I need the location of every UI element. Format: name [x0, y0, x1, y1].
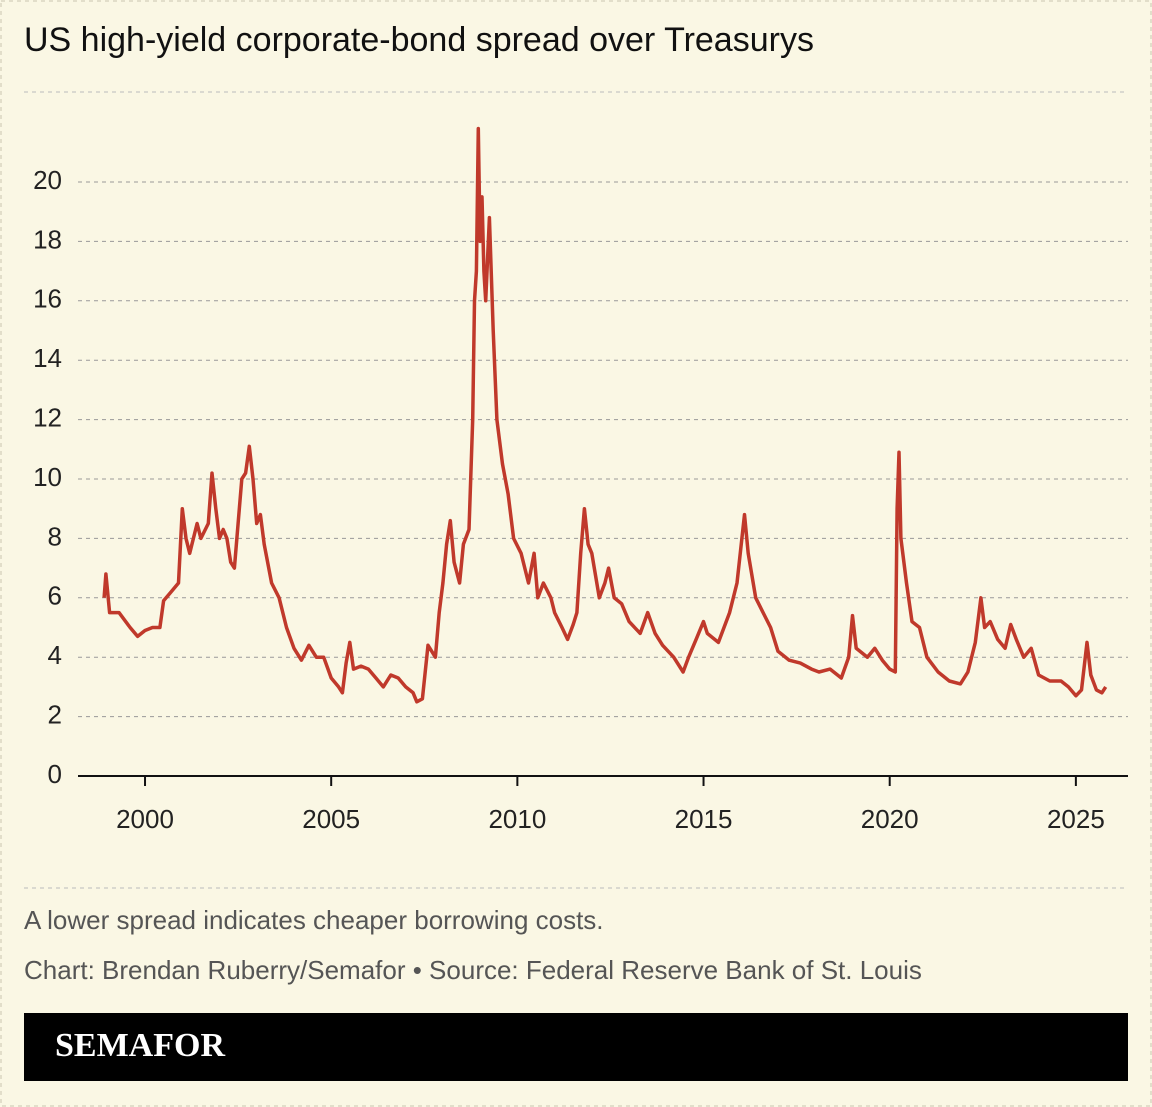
y-tick-label: 12	[33, 402, 62, 432]
x-tick-label: 2015	[675, 804, 733, 834]
x-tick-label: 2000	[116, 804, 174, 834]
y-tick-label: 10	[33, 462, 62, 492]
y-tick-label: 2	[48, 699, 62, 729]
y-tick-label: 4	[48, 640, 62, 670]
x-tick-label: 2025	[1047, 804, 1105, 834]
y-tick-label: 8	[48, 521, 62, 551]
y-tick-label: 20	[33, 165, 62, 195]
source: Chart: Brendan Ruberry/Semafor • Source:…	[24, 955, 922, 985]
brand: SEMAFOR	[55, 1027, 225, 1064]
y-tick-label: 18	[33, 224, 62, 254]
x-tick-label: 2005	[302, 804, 360, 834]
series-line	[102, 126, 1108, 704]
note: A lower spread indicates cheaper borrowi…	[24, 905, 604, 935]
y-tick-label: 0	[48, 759, 62, 789]
y-tick-label: 6	[48, 581, 62, 611]
chart-title: US high-yield corporate-bond spread over…	[24, 21, 814, 59]
x-tick-label: 2020	[861, 804, 919, 834]
brand-bar	[24, 1013, 1128, 1081]
y-tick-label: 16	[33, 284, 62, 314]
y-tick-label: 14	[33, 343, 62, 373]
x-tick-label: 2010	[488, 804, 546, 834]
